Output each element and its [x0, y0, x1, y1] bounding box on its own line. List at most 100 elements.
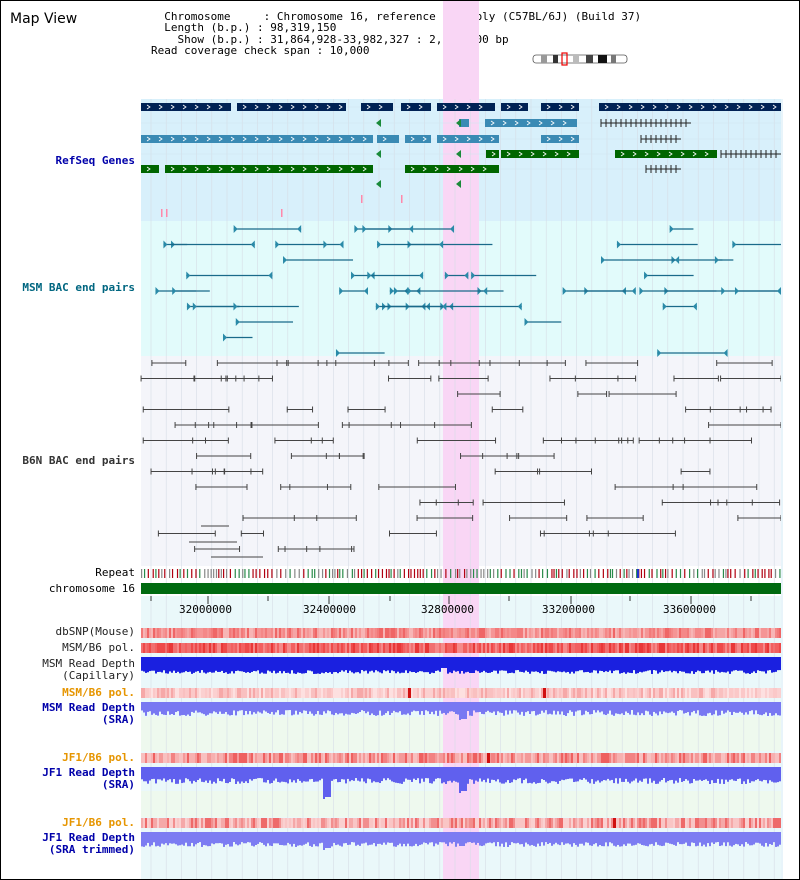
pol-density-cell	[267, 688, 269, 698]
depth-bar	[771, 657, 773, 673]
depth-bar	[437, 657, 439, 671]
depth-bar	[481, 767, 483, 782]
depth-bar	[777, 657, 779, 671]
depth-bar	[331, 657, 333, 674]
pol-density-cell	[747, 753, 749, 763]
depth-bar	[477, 657, 479, 672]
pol-density-cell	[287, 753, 289, 763]
pol-density-cell	[691, 643, 693, 653]
depth-bar	[553, 702, 555, 711]
depth-bar	[561, 657, 563, 673]
pol-density-cell	[413, 688, 415, 698]
pol-density-cell	[503, 688, 505, 698]
pol-density-cell	[195, 753, 197, 763]
pol-density-cell	[621, 753, 623, 763]
depth-bar	[715, 702, 717, 711]
depth-bar	[347, 657, 349, 673]
pol-density-cell	[493, 643, 495, 653]
snp-density-cell	[163, 628, 165, 638]
pol-density-cell	[171, 753, 173, 763]
pol-density-cell	[619, 753, 621, 763]
pol-density-cell	[711, 643, 713, 653]
pol-density-cell	[289, 818, 291, 828]
pol-density-cell	[209, 643, 211, 653]
gene-strand-arrow	[554, 151, 559, 157]
depth-bar	[669, 767, 671, 781]
pol-density-cell	[501, 688, 503, 698]
depth-bar	[291, 767, 293, 783]
snp-density-cell	[713, 628, 715, 638]
depth-bar	[283, 767, 285, 782]
snp-density-cell	[447, 628, 449, 638]
depth-bar	[505, 702, 507, 711]
depth-bar	[233, 832, 235, 843]
pol-density-cell	[209, 818, 211, 828]
depth-bar	[441, 702, 443, 714]
track-label-msm-bac[interactable]: MSM BAC end pairs	[22, 281, 135, 294]
depth-bar	[651, 767, 653, 783]
pol-density-cell	[771, 818, 773, 828]
pol-density-cell	[335, 818, 337, 828]
pol-density-cell	[341, 818, 343, 828]
depth-bar	[683, 657, 685, 672]
depth-bar	[399, 702, 401, 712]
pol-density-cell	[541, 753, 543, 763]
repeat-mark	[703, 569, 706, 578]
depth-bar	[253, 657, 255, 671]
depth-bar	[589, 657, 591, 673]
repeat-mark	[757, 569, 759, 578]
pol-density-cell	[491, 688, 493, 698]
label-line: JF1 Read Depth	[42, 831, 135, 844]
pol-density-cell	[245, 753, 247, 763]
depth-bar	[173, 657, 175, 671]
repeat-mark	[225, 569, 228, 578]
pol-density-cell	[299, 753, 301, 763]
pol-density-cell	[167, 688, 169, 698]
pol-density-cell	[609, 753, 611, 763]
track-label-refseq[interactable]: RefSeq Genes	[55, 154, 135, 167]
pol-density-cell	[409, 643, 411, 653]
pol-density-cell	[565, 818, 567, 828]
track-label-b6n-bac[interactable]: B6N BAC end pairs	[22, 454, 135, 467]
refseq-feature-tick	[401, 195, 403, 203]
depth-bar	[377, 702, 379, 716]
depth-bar	[197, 657, 199, 672]
pol-density-cell	[301, 818, 303, 828]
repeat-mark	[523, 569, 525, 578]
repeat-mark	[169, 569, 171, 578]
pol-density-cell	[775, 688, 777, 698]
gene-model	[437, 135, 499, 143]
pol-density-cell	[603, 643, 605, 653]
pol-density-cell	[339, 753, 341, 763]
pol-density-cell	[177, 688, 179, 698]
depth-bar	[191, 832, 193, 843]
repeat-mark	[346, 569, 349, 578]
depth-bar	[733, 702, 735, 712]
depth-bar	[495, 657, 497, 671]
depth-bar	[357, 832, 359, 845]
repeat-mark	[470, 569, 472, 578]
repeat-mark	[667, 569, 669, 578]
pol-density-cell	[353, 818, 355, 828]
depth-bar	[181, 767, 183, 784]
gene-strand-arrow	[736, 104, 741, 110]
depth-bar	[487, 832, 489, 843]
depth-bar	[637, 657, 639, 674]
gene-arrowhead	[456, 119, 461, 127]
depth-bar	[153, 657, 155, 671]
depth-bar	[635, 767, 637, 779]
gene-strand-arrow	[146, 166, 151, 172]
pol-density-cell	[617, 688, 619, 698]
snp-density-cell	[427, 628, 429, 638]
pol-density-cell	[681, 753, 683, 763]
ideogram-band	[573, 55, 579, 63]
pol-density-cell	[575, 688, 577, 698]
pol-density-cell	[617, 643, 619, 653]
snp-density-cell	[493, 628, 495, 638]
depth-bar	[333, 657, 335, 673]
pol-density-cell	[193, 688, 195, 698]
pol-density-cell	[675, 643, 677, 653]
gene-strand-arrow	[242, 166, 247, 172]
depth-bar	[735, 832, 737, 844]
